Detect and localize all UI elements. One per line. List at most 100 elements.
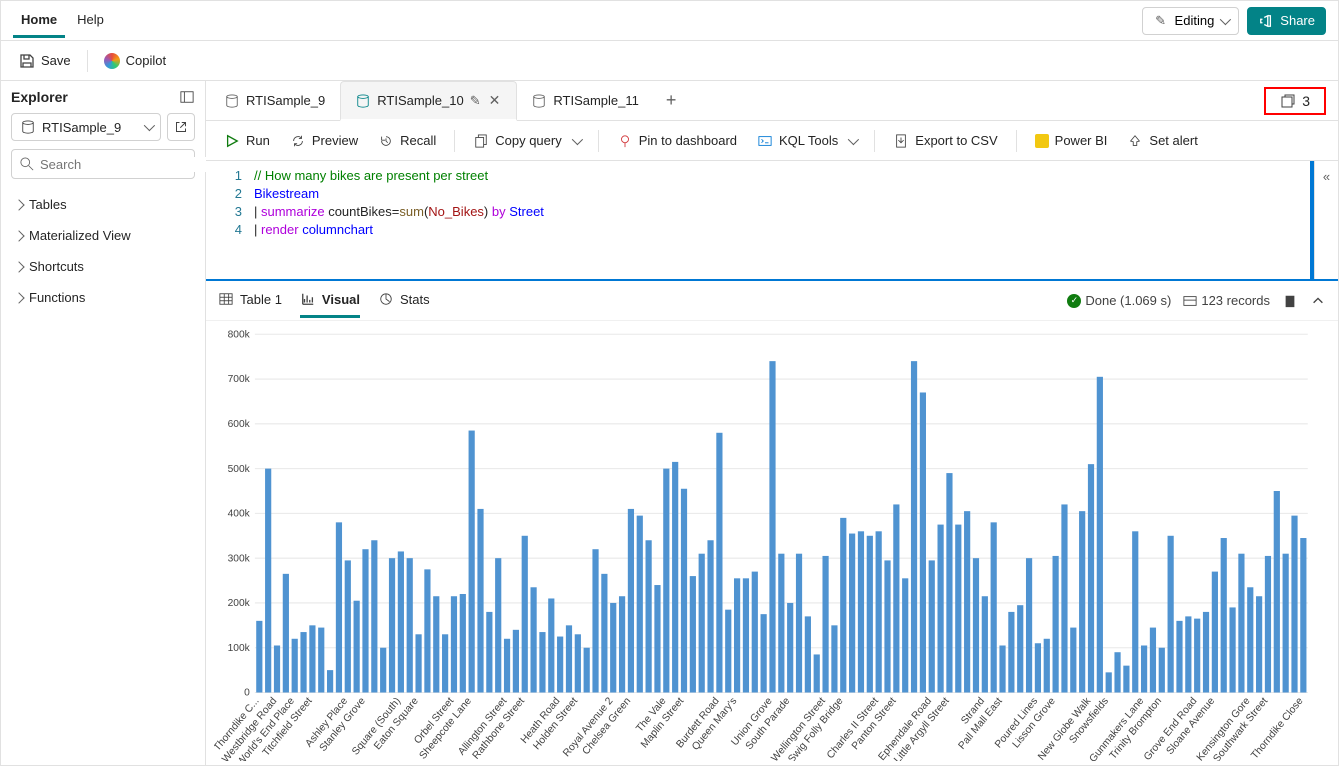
result-tab-table[interactable]: Table 1 bbox=[218, 283, 282, 318]
kql-tools-button[interactable]: KQL Tools bbox=[749, 129, 864, 153]
explorer-title: Explorer bbox=[11, 89, 195, 105]
chevron-right-icon bbox=[13, 261, 24, 272]
run-label: Run bbox=[246, 133, 270, 148]
tab-label: RTISample_9 bbox=[246, 93, 325, 108]
chevron-down-icon bbox=[848, 133, 859, 144]
chevron-down-icon bbox=[1220, 13, 1231, 24]
content-area: RTISample_9 RTISample_10 ✎ ✕ RTISample_1… bbox=[206, 81, 1338, 765]
chart-icon bbox=[300, 291, 316, 307]
recall-icon bbox=[378, 133, 394, 149]
tree-item-matview[interactable]: Materialized View bbox=[11, 222, 195, 249]
db-selector-row: RTISample_9 bbox=[11, 113, 195, 141]
preview-button[interactable]: Preview bbox=[282, 129, 366, 153]
add-tab-button[interactable]: + bbox=[654, 90, 689, 111]
result-tab-visual[interactable]: Visual bbox=[300, 283, 360, 318]
save-icon bbox=[19, 53, 35, 69]
pin-icon bbox=[617, 133, 633, 149]
pin-label: Pin to dashboard bbox=[639, 133, 737, 148]
chevron-down-icon bbox=[144, 120, 155, 131]
svg-text:600k: 600k bbox=[228, 419, 251, 430]
status-done: ✓Done (1.069 s) bbox=[1067, 293, 1171, 308]
chevron-right-icon bbox=[13, 292, 24, 303]
alert-icon bbox=[1127, 133, 1143, 149]
chevron-down-icon bbox=[571, 133, 582, 144]
recall-button[interactable]: Recall bbox=[370, 129, 444, 153]
search-input[interactable] bbox=[40, 157, 216, 172]
query-tab-active[interactable]: RTISample_10 ✎ ✕ bbox=[340, 81, 517, 121]
collapse-right-panel[interactable]: « bbox=[1314, 161, 1338, 279]
editing-label: Editing bbox=[1175, 13, 1215, 28]
tab-label: RTISample_10 bbox=[377, 93, 463, 108]
query-tab[interactable]: RTISample_9 bbox=[210, 81, 340, 121]
query-tabs: RTISample_9 RTISample_10 ✎ ✕ RTISample_1… bbox=[206, 81, 1338, 121]
copy-query-button[interactable]: Copy query bbox=[465, 129, 587, 153]
status-records: 123 records bbox=[1183, 293, 1270, 308]
result-tab-stats[interactable]: Stats bbox=[378, 283, 430, 318]
alert-label: Set alert bbox=[1149, 133, 1197, 148]
db-popout-button[interactable] bbox=[167, 113, 195, 141]
chart-area: 0100k200k300k400k500k600k700k800kThorndi… bbox=[206, 321, 1338, 765]
run-button[interactable]: Run bbox=[216, 129, 278, 153]
chevron-right-icon bbox=[13, 199, 24, 210]
svg-text:0: 0 bbox=[244, 688, 250, 699]
chevron-right-icon bbox=[13, 230, 24, 241]
kql-label: KQL Tools bbox=[779, 133, 838, 148]
tree-item-tables[interactable]: Tables bbox=[11, 191, 195, 218]
share-button[interactable]: Share bbox=[1247, 7, 1326, 35]
code-editor[interactable]: 1234 // How many bikes are present per s… bbox=[206, 161, 1314, 279]
pencil-icon: ✎ bbox=[1153, 13, 1169, 29]
power-bi-button[interactable]: Power BI bbox=[1027, 129, 1116, 152]
table-icon bbox=[218, 291, 234, 307]
menu-home[interactable]: Home bbox=[13, 4, 65, 38]
copilot-button[interactable]: Copilot bbox=[98, 49, 172, 73]
svg-text:100k: 100k bbox=[228, 643, 251, 654]
copy-icon bbox=[473, 133, 489, 149]
share-icon bbox=[1258, 13, 1274, 29]
search-icon bbox=[20, 156, 34, 172]
database-icon bbox=[224, 93, 240, 109]
save-label: Save bbox=[41, 53, 71, 68]
divider bbox=[1016, 130, 1017, 152]
close-tab-icon[interactable]: ✕ bbox=[487, 92, 503, 109]
query-toolbar: Run Preview Recall Copy query Pin to das… bbox=[206, 121, 1338, 161]
svg-text:200k: 200k bbox=[228, 598, 251, 609]
clipboard-icon[interactable] bbox=[1282, 293, 1298, 309]
preview-label: Preview bbox=[312, 133, 358, 148]
expand-icon[interactable] bbox=[1310, 293, 1326, 309]
app-root: Home Help ✎ Editing Share Save Copilot bbox=[0, 0, 1339, 766]
popout-icon bbox=[175, 121, 187, 133]
menu-help[interactable]: Help bbox=[69, 4, 112, 38]
pencil-icon[interactable]: ✎ bbox=[470, 93, 481, 109]
database-icon bbox=[355, 93, 371, 109]
editor-wrap: 1234 // How many bikes are present per s… bbox=[206, 161, 1338, 279]
tab-count-badge[interactable]: 3 bbox=[1264, 87, 1326, 115]
pin-dashboard-button[interactable]: Pin to dashboard bbox=[609, 129, 745, 153]
export-label: Export to CSV bbox=[915, 133, 997, 148]
tree-item-functions[interactable]: Functions bbox=[11, 284, 195, 311]
explorer-sidebar: Explorer RTISample_9 bbox=[1, 81, 206, 765]
tree-label: Functions bbox=[29, 290, 85, 305]
search-box[interactable] bbox=[11, 149, 195, 179]
divider bbox=[454, 130, 455, 152]
database-icon bbox=[531, 93, 547, 109]
copilot-icon bbox=[104, 53, 120, 69]
tab-count: 3 bbox=[1302, 93, 1310, 109]
powerbi-label: Power BI bbox=[1055, 133, 1108, 148]
panel-collapse-icon[interactable] bbox=[179, 89, 195, 105]
tab-label: RTISample_11 bbox=[553, 93, 639, 108]
query-tab[interactable]: RTISample_11 bbox=[517, 81, 654, 121]
db-selector[interactable]: RTISample_9 bbox=[11, 113, 161, 141]
export-csv-button[interactable]: Export to CSV bbox=[885, 129, 1005, 153]
rtab-label: Visual bbox=[322, 292, 360, 307]
tree-item-shortcuts[interactable]: Shortcuts bbox=[11, 253, 195, 280]
code-content[interactable]: // How many bikes are present per street… bbox=[254, 167, 1310, 239]
set-alert-button[interactable]: Set alert bbox=[1119, 129, 1205, 153]
editing-button[interactable]: ✎ Editing bbox=[1142, 7, 1240, 35]
top-menu: Home Help bbox=[13, 4, 112, 38]
records-icon bbox=[1183, 294, 1197, 308]
save-button[interactable]: Save bbox=[13, 49, 77, 73]
tree-label: Materialized View bbox=[29, 228, 131, 243]
line-gutter: 1234 bbox=[206, 167, 254, 239]
tree-label: Shortcuts bbox=[29, 259, 84, 274]
recall-label: Recall bbox=[400, 133, 436, 148]
